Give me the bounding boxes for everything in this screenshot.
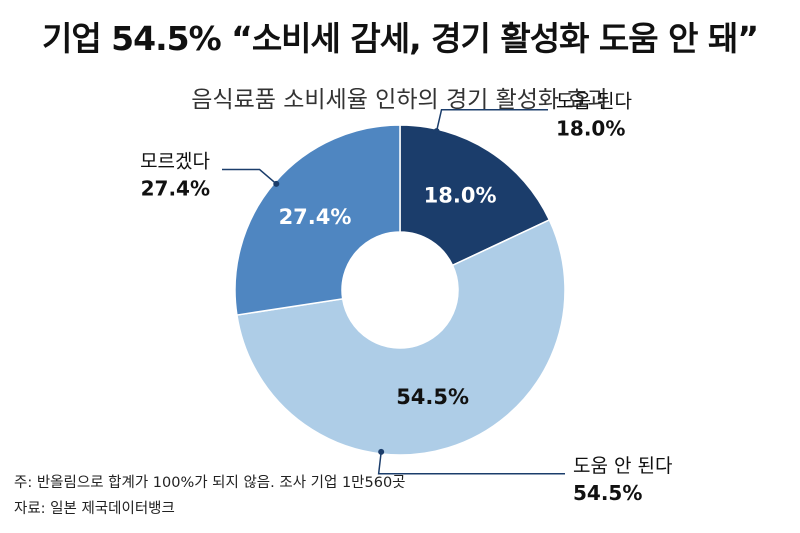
callout-label-3: 모르겠다 [140,151,210,173]
slice-value-label-2: 54.5% [396,385,469,409]
callout-dot-3 [273,180,280,187]
chart-title: 기업 54.5% “소비세 감세, 경기 활성화 도움 안 돼” [41,19,759,58]
callout-dot-1 [433,128,440,135]
callout-value-2: 54.5% [573,481,642,505]
callout-value-3: 27.4% [141,177,210,201]
slice-value-label-1: 18.0% [424,183,497,207]
callout-line-2 [377,451,565,475]
slice-2 [236,218,566,456]
footnote: 주: 반올림으로 합계가 100%가 되지 않음. 조사 기업 1만560곳 [14,475,406,491]
slice-3 [234,124,401,316]
callout-label-1: 도움 된다 [556,91,632,113]
source-note: 자료: 일본 제국데이터뱅크 [14,501,175,517]
callout-line-1 [435,108,548,132]
callout-dot-2 [378,448,385,455]
chart-subtitle: 음식료품 소비세율 인하의 경기 활성화 효과 [191,87,609,113]
callout-value-1: 18.0% [556,117,625,141]
callout-line-3 [222,168,277,185]
slice-value-label-3: 27.4% [279,205,352,229]
chart-notes: 주: 반올림으로 합계가 100%가 되지 않음. 조사 기업 1만560곳 자… [14,470,406,522]
slice-1 [399,124,551,267]
callout-label-2: 도움 안 된다 [573,455,672,477]
